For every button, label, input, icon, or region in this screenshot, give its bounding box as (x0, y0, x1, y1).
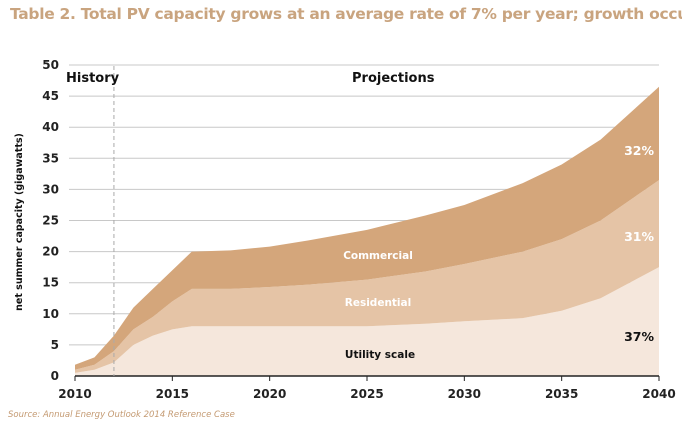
area-utility-scale (75, 267, 659, 376)
y-tick-label: 25 (42, 214, 59, 228)
chart-title: Table 2. Total PV capacity grows at an a… (10, 5, 682, 23)
y-tick-label: 45 (42, 89, 59, 103)
y-tick-label: 10 (42, 307, 59, 321)
x-tick-label: 2020 (253, 387, 286, 401)
series-label: Utility scale (345, 349, 415, 361)
y-tick-label: 50 (42, 58, 59, 72)
x-tick-label: 2030 (448, 387, 481, 401)
x-tick-label: 2015 (156, 387, 189, 401)
projections-label: Projections (352, 71, 435, 86)
x-tick-label: 2010 (58, 387, 91, 401)
area-commercial (75, 86, 659, 370)
x-tick-label: 2035 (545, 387, 578, 401)
series-label: Residential (345, 297, 411, 309)
x-tick-label: 2040 (642, 387, 675, 401)
history-label: History (66, 71, 120, 86)
y-tick-label: 15 (42, 276, 59, 290)
y-tick-label: 30 (42, 182, 59, 196)
y-tick-label: 0 (51, 369, 59, 383)
y-tick-label: 20 (42, 245, 59, 259)
y-tick-label: 40 (42, 120, 59, 134)
source-note: Source: Annual Energy Outlook 2014 Refer… (8, 410, 235, 420)
x-tick-label: 2025 (350, 387, 383, 401)
y-tick-label: 35 (42, 151, 59, 165)
y-axis-label: net summer capacity (gigawatts) (14, 133, 25, 311)
series-label: Commercial (343, 250, 413, 262)
share-label: 32% (624, 143, 654, 158)
y-tick-label: 5 (51, 338, 59, 352)
share-label: 37% (624, 329, 654, 344)
area-residential (75, 180, 659, 373)
share-label: 31% (624, 229, 654, 244)
